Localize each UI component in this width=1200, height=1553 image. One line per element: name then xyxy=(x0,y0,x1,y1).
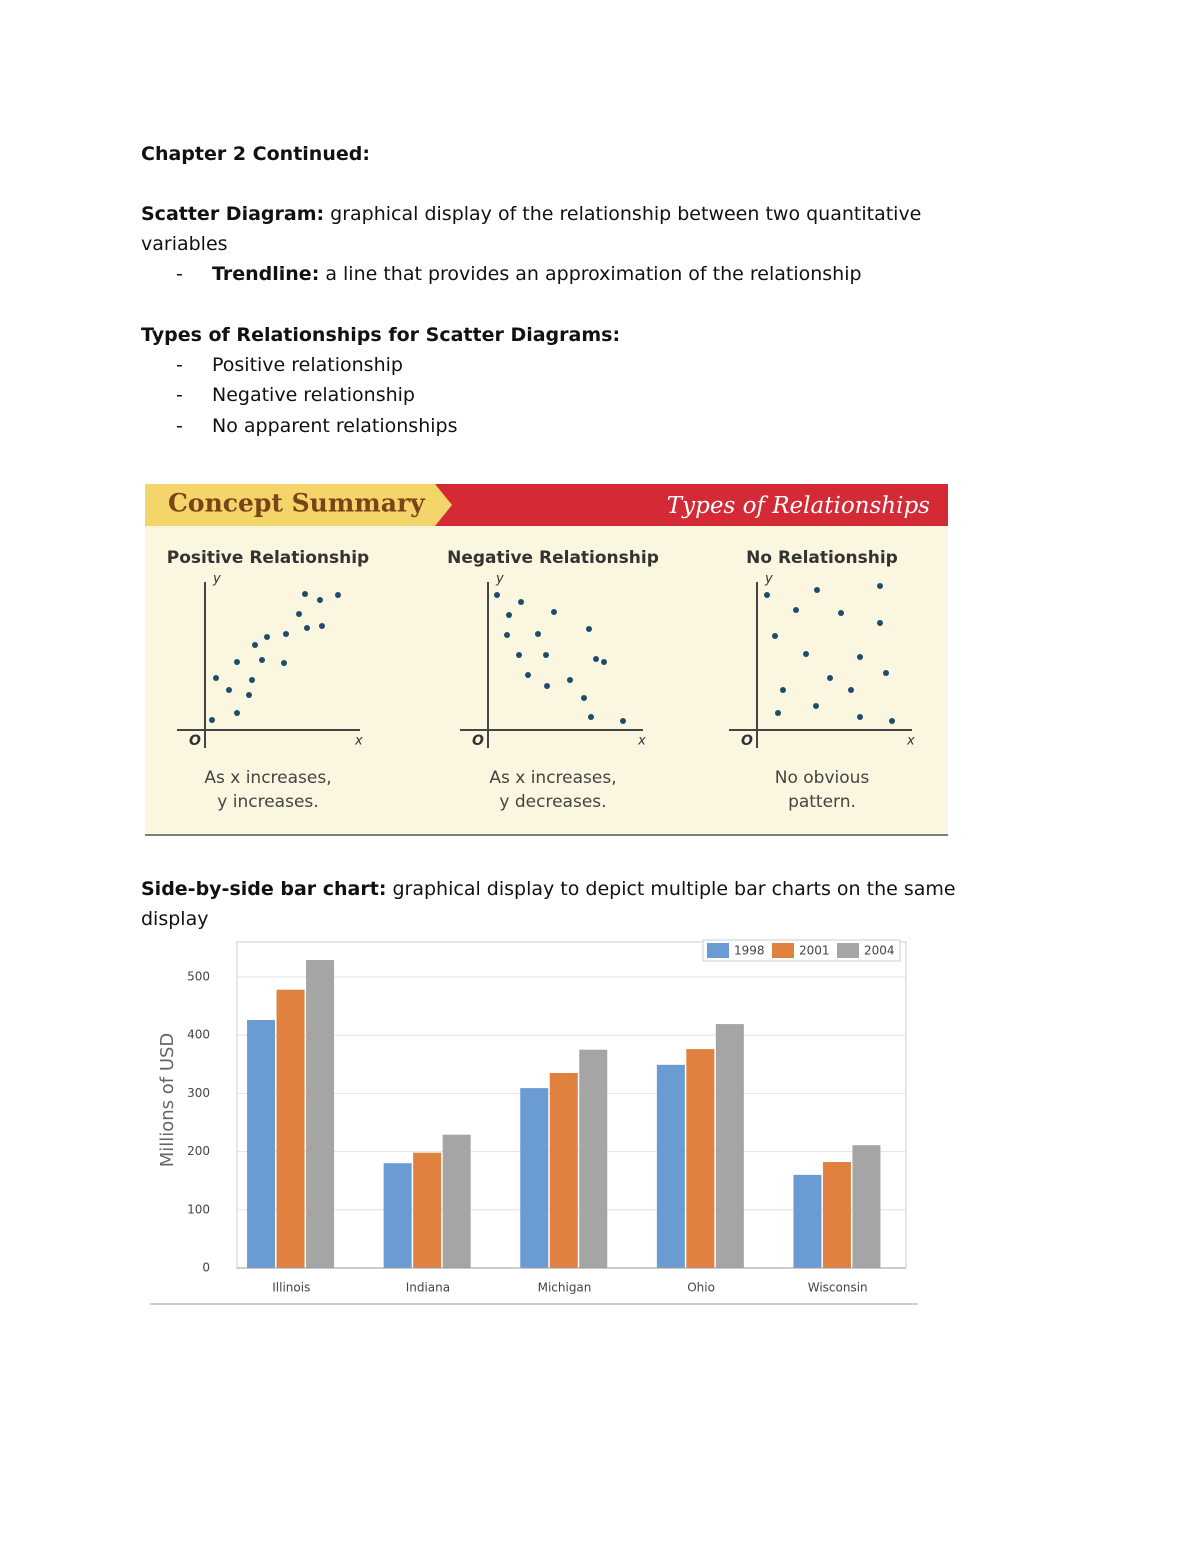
axis-label: y xyxy=(212,572,221,587)
bar xyxy=(247,1020,276,1268)
caption: As x increases, xyxy=(204,768,331,788)
term: Trendline: xyxy=(212,263,320,285)
y-tick-label: 500 xyxy=(187,969,210,983)
caption: y decreases. xyxy=(499,792,606,812)
dots xyxy=(209,583,895,724)
list-item: Positive relationship xyxy=(212,354,403,376)
legend-label: 1998 xyxy=(734,944,765,958)
caption: As x increases, xyxy=(489,768,616,788)
y-tick-label: 400 xyxy=(187,1028,210,1042)
text: display xyxy=(141,908,209,930)
bar xyxy=(383,1163,412,1268)
term: Side-by-side bar chart: xyxy=(141,878,387,900)
origin-label: O xyxy=(741,733,753,749)
heading: Types of Relationships for Scatter Diagr… xyxy=(141,324,621,346)
origin-label: O xyxy=(472,733,484,749)
heading: Chapter 2 Continued: xyxy=(141,143,370,165)
bullet: - xyxy=(176,263,183,285)
banner-title: Concept Summary xyxy=(168,489,426,518)
bar xyxy=(822,1162,851,1268)
y-axis-label: Millions of USD xyxy=(157,1033,178,1168)
bar xyxy=(413,1152,442,1268)
axis-label: x xyxy=(354,734,363,749)
axis-label: y xyxy=(764,572,773,587)
paragraph: Scatter Diagram: graphical display of th… xyxy=(141,203,921,225)
bullet: - xyxy=(176,415,183,437)
legend-label: 2001 xyxy=(799,944,830,958)
bar xyxy=(276,989,305,1268)
paragraph: Side-by-side bar chart: graphical displa… xyxy=(141,878,956,900)
text: graphical display to depict multiple bar… xyxy=(386,878,956,900)
bar xyxy=(442,1134,471,1268)
axis-label: x xyxy=(906,734,915,749)
y-tick-label: 100 xyxy=(187,1202,210,1216)
y-tick-label: 200 xyxy=(187,1144,210,1158)
text: graphical display of the relationship be… xyxy=(324,203,922,225)
bar xyxy=(686,1049,715,1268)
paragraph: Trendline: a line that provides an appro… xyxy=(212,263,862,285)
banner-subtitle: Types of Relationships xyxy=(667,493,930,519)
y-tick-label: 0 xyxy=(202,1261,210,1275)
axis-label: y xyxy=(495,572,504,587)
bullet: - xyxy=(176,384,183,406)
chart: 0 100 200 300 400 500 Millions of USD Illinois I… xyxy=(150,939,918,1305)
panel-title: No Relationship xyxy=(746,548,898,568)
panel-title: Negative Relationship xyxy=(447,548,659,568)
legend-swatch xyxy=(707,943,729,958)
bullet: - xyxy=(176,354,183,376)
x-tick-label: Illinois xyxy=(272,1281,310,1295)
caption: y increases. xyxy=(217,792,318,812)
legend-swatch xyxy=(772,943,794,958)
bar xyxy=(852,1145,881,1268)
x-tick-label: Indiana xyxy=(406,1281,450,1295)
bar xyxy=(656,1064,685,1268)
bar xyxy=(715,1024,744,1268)
legend-label: 2004 xyxy=(864,944,895,958)
bar xyxy=(520,1088,549,1268)
bar xyxy=(793,1174,822,1268)
x-tick-label: Wisconsin xyxy=(808,1281,868,1295)
origin-label: O xyxy=(189,733,201,749)
x-tick-label: Ohio xyxy=(687,1281,715,1295)
concept-summary: Concept Summary Types of Relationships P… xyxy=(145,484,948,836)
bar xyxy=(549,1072,578,1268)
term: Scatter Diagram: xyxy=(141,203,325,225)
y-tick-label: 300 xyxy=(187,1086,210,1100)
list-item: Negative relationship xyxy=(212,384,415,406)
caption: pattern. xyxy=(788,792,856,812)
legend-swatch xyxy=(837,943,859,958)
text: a line that provides an approximation of… xyxy=(319,263,862,285)
bar xyxy=(579,1049,608,1268)
caption: No obvious xyxy=(775,768,870,788)
text: variables xyxy=(141,233,228,255)
x-tick-label: Michigan xyxy=(538,1281,592,1295)
panel-title: Positive Relationship xyxy=(167,548,369,568)
axis-label: x xyxy=(637,734,646,749)
bar xyxy=(306,960,335,1268)
list-item: No apparent relationships xyxy=(212,415,458,437)
banner-yellow xyxy=(145,484,452,526)
panel-bg xyxy=(145,484,948,835)
